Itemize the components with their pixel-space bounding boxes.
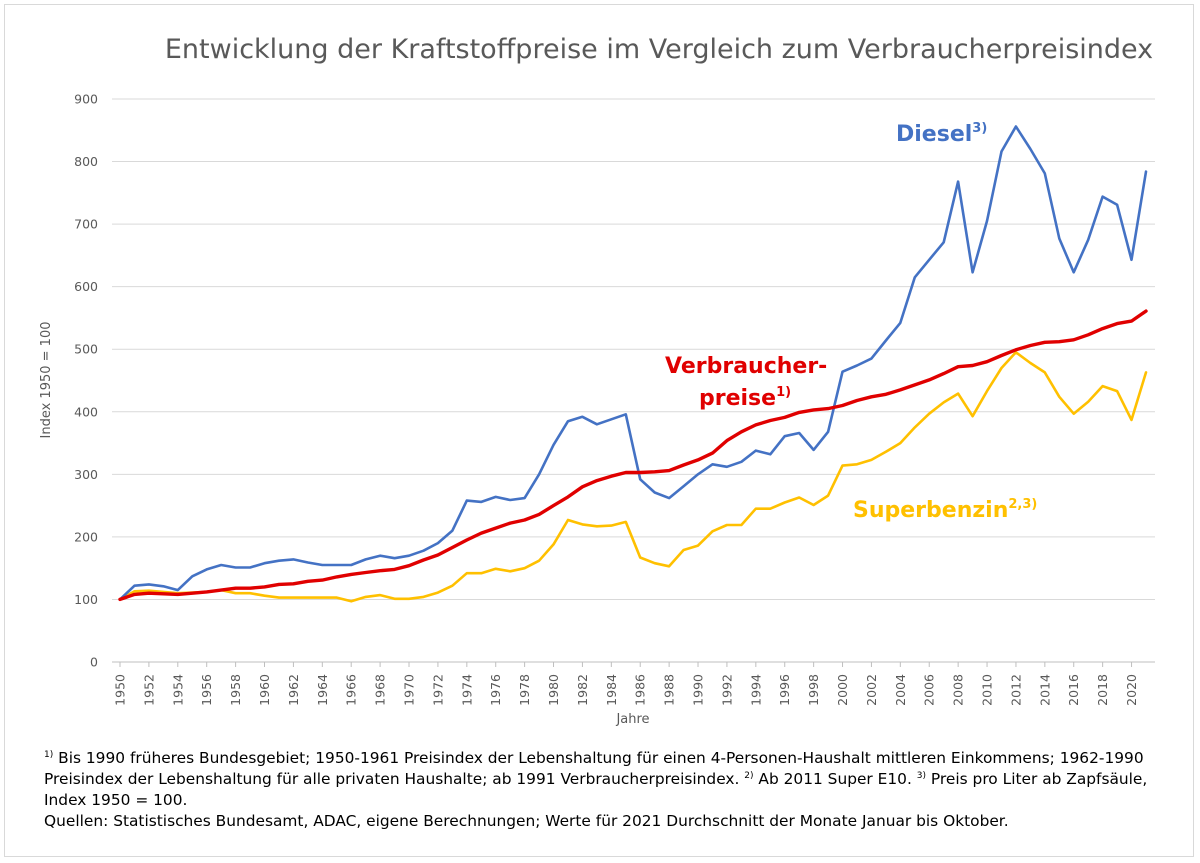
y-tick-label: 600 — [74, 279, 98, 294]
series-line-superbenzin — [118, 350, 1148, 603]
x-tick-label: 2004 — [893, 674, 908, 706]
series-label-diesel: Diesel3) — [896, 121, 987, 147]
sources-line: Quellen: Statistisches Bundesamt, ADAC, … — [44, 812, 1009, 830]
x-tick-label: 1956 — [199, 674, 214, 706]
x-tick-label: 2020 — [1124, 674, 1139, 706]
x-tick-label: 1986 — [633, 674, 648, 706]
x-tick-label: 1982 — [575, 674, 590, 706]
series-line-diesel — [118, 125, 1148, 601]
x-tick-label: 1992 — [719, 674, 734, 706]
y-tick-label: 700 — [74, 217, 98, 232]
y-tick-label: 200 — [74, 529, 98, 544]
grid-lines — [112, 98, 1155, 663]
x-tick-label: 2014 — [1037, 674, 1052, 706]
x-tick-label: 1994 — [748, 674, 763, 706]
y-tick-label: 300 — [74, 467, 98, 482]
x-tick-label: 2010 — [980, 674, 995, 706]
y-tick-label: 400 — [74, 404, 98, 419]
footnote-3-text: Preis pro Liter ab Zapfsäule, Index 1950… — [44, 770, 1148, 809]
x-tick-label: 1998 — [806, 674, 821, 706]
x-tick-label: 2012 — [1008, 674, 1023, 706]
x-tick-label: 2000 — [835, 674, 850, 706]
y-axis-title: Index 1950 = 100 — [39, 322, 54, 439]
series-label-diesel-sup: 3) — [972, 121, 987, 136]
x-tick-label: 1954 — [170, 674, 185, 706]
series-label-superbenzin-text: Superbenzin — [853, 498, 1008, 523]
footnote-1: 1) Bis 1990 früheres Bundesgebiet; 1950-… — [44, 748, 1174, 811]
series-line-verbraucherpreise — [118, 309, 1148, 602]
x-tick-label: 1966 — [344, 674, 359, 706]
x-tick-label: 1974 — [459, 674, 474, 706]
x-tick-label: 2018 — [1095, 674, 1110, 706]
x-tick-label: 1996 — [777, 674, 792, 706]
x-tick-label: 1968 — [373, 674, 388, 706]
y-tick-label: 900 — [74, 92, 98, 107]
series-lines — [118, 125, 1148, 603]
x-axis-title: Jahre — [615, 712, 649, 727]
x-tick-label: 2008 — [951, 674, 966, 706]
series-label-verbraucherpreise: Verbraucher- — [665, 354, 827, 379]
footnote-1-text: Bis 1990 früheres Bundesgebiet; 1950-196… — [44, 749, 1144, 788]
y-tick-label: 0 — [90, 655, 98, 670]
chart-frame — [4, 4, 1194, 857]
x-tick-label: 1978 — [517, 674, 532, 706]
footnotes: 1) Bis 1990 früheres Bundesgebiet; 1950-… — [44, 748, 1174, 832]
footnote-3-marker: 3) — [916, 771, 926, 781]
x-tick-label: 2002 — [864, 674, 879, 706]
x-tick-label: 2016 — [1066, 674, 1081, 706]
series-label-verbraucherpreise-text2: preise — [699, 386, 776, 411]
x-tick-label: 1950 — [113, 674, 128, 706]
x-tick-label: 1958 — [228, 674, 243, 706]
footnote-2-marker: 2) — [744, 771, 754, 781]
footnote-1-marker: 1) — [44, 750, 54, 760]
x-tick-label: 1962 — [286, 674, 301, 706]
y-axis-ticks: 0 100 200 300 400 500 600 700 800 900 — [74, 92, 98, 670]
x-tick-label: 1980 — [546, 674, 561, 706]
series-label-diesel-text: Diesel — [896, 122, 972, 147]
footnote-2-text: Ab 2011 Super E10. — [753, 770, 917, 788]
x-tick-label: 1964 — [315, 674, 330, 706]
y-tick-label: 800 — [74, 154, 98, 169]
x-tick-label: 1952 — [141, 674, 156, 706]
x-tick-label: 1960 — [257, 674, 272, 706]
x-tick-label: 1990 — [691, 674, 706, 706]
x-tick-label: 1984 — [604, 674, 619, 706]
y-tick-label: 500 — [74, 342, 98, 357]
series-label-superbenzin: Superbenzin2,3) — [853, 497, 1037, 523]
y-tick-label: 100 — [74, 592, 98, 607]
x-axis-ticks: 1950 1952 1954 1956 1958 1960 1962 1964 1966 1968… — [113, 662, 1139, 706]
series-label-verbraucherpreise-text1: Verbraucher- — [665, 354, 827, 379]
x-tick-label: 1972 — [430, 674, 445, 706]
series-label-verbraucherpreise-2: preise1) — [699, 385, 791, 411]
x-tick-label: 1970 — [402, 674, 417, 706]
x-tick-label: 2006 — [922, 674, 937, 706]
x-tick-label: 1988 — [662, 674, 677, 706]
x-tick-label: 1976 — [488, 674, 503, 706]
chart-title: Entwicklung der Kraftstoffpreise im Verg… — [164, 34, 1154, 65]
series-label-superbenzin-sup: 2,3) — [1008, 497, 1037, 512]
series-label-verbraucherpreise-sup: 1) — [776, 385, 791, 400]
